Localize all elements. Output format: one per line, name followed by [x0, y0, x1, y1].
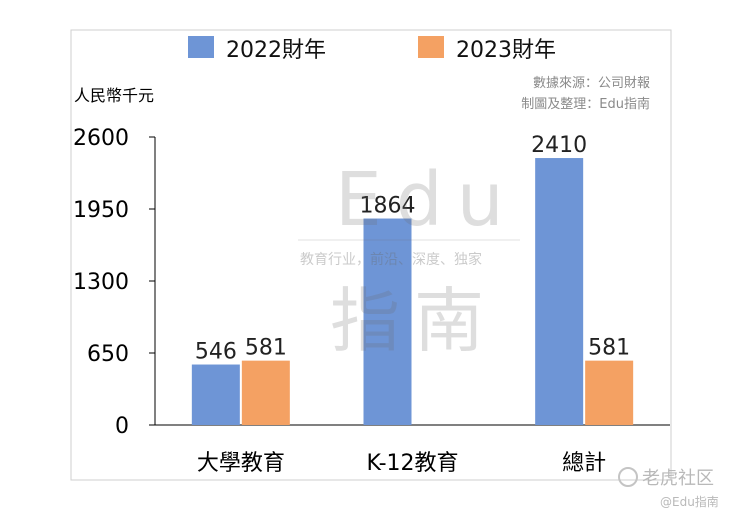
source-line-2: 制圖及整理：Edu指南 [521, 96, 650, 112]
legend: 2022財年 2023財年 [188, 36, 556, 63]
legend-swatch-2023 [418, 36, 444, 58]
watermark-logo-text: Edu [335, 157, 518, 243]
watermark-tagline: 教育行业，前沿、深度、独家 [300, 251, 482, 268]
bar [241, 360, 290, 425]
watermark: Edu 教育行业，前沿、深度、独家 指南 [298, 157, 520, 362]
y-tick-label: 2600 [73, 126, 129, 151]
bar-value-label: 2410 [531, 133, 587, 158]
bars [191, 158, 634, 426]
y-unit-label: 人民幣千元 [74, 86, 154, 105]
watermark-logo-text-2: 指南 [330, 280, 498, 362]
category-label: 大學教育 [197, 451, 285, 476]
y-tick-label: 1950 [73, 198, 129, 223]
category-labels: 大學教育 K-12教育 總計 [197, 451, 606, 476]
y-tick-label: 0 [115, 414, 129, 439]
corner-brand-name: 老虎社区 [642, 468, 714, 489]
bar-value-label: 581 [588, 336, 630, 361]
corner-brand: 老虎社区 @Edu指南 [618, 467, 719, 509]
corner-brand-handle: @Edu指南 [660, 494, 719, 509]
category-label: K-12教育 [366, 451, 458, 476]
y-tick-label: 650 [87, 342, 129, 367]
legend-label-2022: 2022財年 [226, 38, 326, 63]
bar [191, 364, 240, 425]
source-line-1: 數據來源：公司財報 [533, 76, 650, 91]
data-labels: 546 581 1864 2410 581 [195, 133, 630, 364]
category-label: 總計 [562, 451, 606, 476]
tiger-logo-icon [618, 467, 638, 487]
bar-value-label: 581 [245, 336, 287, 361]
y-axis-ticks: 0 650 1300 1950 2600 [73, 126, 155, 439]
bar-value-label: 546 [195, 340, 237, 365]
legend-swatch-2022 [188, 36, 214, 58]
bar [535, 158, 584, 426]
bar [363, 218, 412, 425]
legend-label-2023: 2023財年 [456, 38, 556, 63]
bar-value-label: 1864 [360, 194, 416, 219]
bar [585, 360, 634, 425]
y-tick-label: 1300 [73, 270, 129, 295]
